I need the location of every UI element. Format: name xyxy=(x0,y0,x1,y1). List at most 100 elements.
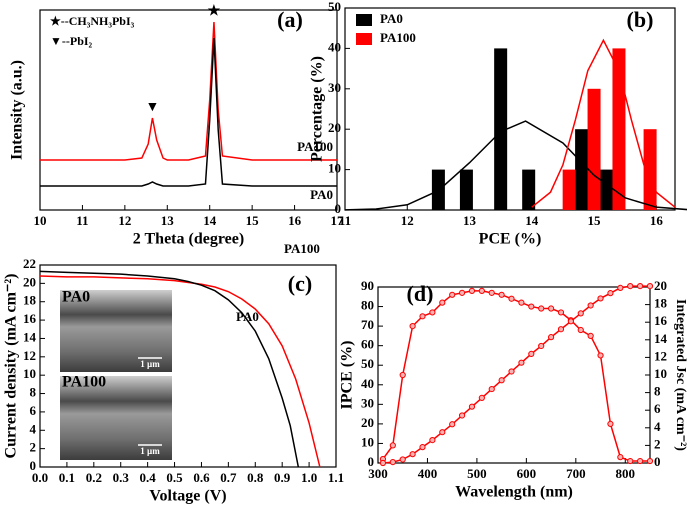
plot-frame xyxy=(39,9,338,211)
y-tick-label: 12 xyxy=(23,348,36,363)
fit-curve xyxy=(531,38,676,208)
data-point xyxy=(508,295,515,302)
x-tick-label: 10 xyxy=(34,213,47,228)
data-point xyxy=(468,287,476,295)
y-tick-label: 4 xyxy=(30,421,37,436)
data-point xyxy=(449,291,456,298)
series-label: PA100 xyxy=(297,139,333,154)
series-label: PA100 xyxy=(284,241,320,256)
data-point xyxy=(458,412,466,419)
x-tick-label: 1.1 xyxy=(328,470,344,485)
panel-label: (b) xyxy=(627,7,654,32)
x-tick-label: 300 xyxy=(368,466,388,481)
y-tick-label: 50 xyxy=(328,0,341,14)
data-point xyxy=(587,302,594,309)
x-axis-label: Wavelength (nm) xyxy=(455,484,573,501)
x-tick-label: 17 xyxy=(331,213,345,228)
plot-frame xyxy=(344,7,676,211)
annotation: ▼--PbI₂ xyxy=(50,34,93,48)
y-axis-label: Intensity (a.u.) xyxy=(9,60,26,160)
y-tick-label: 2 xyxy=(30,440,37,455)
scale-label: 1 µm xyxy=(140,359,160,369)
data-point xyxy=(646,283,654,290)
inset-label: PA0 xyxy=(62,289,90,306)
data-point xyxy=(617,284,624,291)
data-point xyxy=(508,368,515,375)
x-axis-label: Voltage (V) xyxy=(149,488,226,505)
data-point xyxy=(478,287,485,295)
data-point xyxy=(627,457,634,465)
data-point xyxy=(379,459,387,467)
panel-label: (d) xyxy=(407,281,434,306)
y2-tick-label: 12 xyxy=(654,348,667,363)
data-point xyxy=(429,309,436,316)
data-point xyxy=(528,350,535,357)
sem-image xyxy=(60,376,172,460)
y-tick-label: 20 xyxy=(23,274,36,289)
y-tick-label: 30 xyxy=(328,80,341,95)
x-tick-label: 13 xyxy=(161,213,175,228)
y-axis-label: Percentage (%) xyxy=(309,56,326,162)
data-point xyxy=(538,342,545,350)
y-tick-label: 0 xyxy=(335,201,342,216)
y2-axis-label: Integrated Jsc (mA cm⁻²) xyxy=(673,299,687,451)
data-line xyxy=(382,285,650,464)
x-tick-label: 0.6 xyxy=(193,470,210,485)
x-tick-label: 0.0 xyxy=(32,470,48,485)
data-line xyxy=(39,275,321,468)
y2-tick-label: 18 xyxy=(654,296,668,311)
data-point xyxy=(458,289,466,296)
x-axis-label: PCE (%) xyxy=(479,231,542,248)
series-label: PA0 xyxy=(236,309,259,324)
y2-tick-label: 14 xyxy=(654,331,668,346)
y-axis-label: Current density (mA cm⁻²) xyxy=(3,274,20,459)
data-point xyxy=(577,310,584,317)
y-tick-label: 50 xyxy=(361,356,374,371)
bar xyxy=(522,169,536,210)
data-point xyxy=(498,377,505,384)
y-tick-label: 60 xyxy=(361,337,374,352)
x-tick-label: 700 xyxy=(566,466,586,481)
data-point xyxy=(617,454,624,461)
data-point xyxy=(577,326,584,334)
data-point xyxy=(439,299,446,306)
series-label: PA0 xyxy=(310,187,333,202)
data-point xyxy=(607,420,614,427)
data-point xyxy=(488,289,495,296)
x-tick-label: 12 xyxy=(401,213,414,228)
data-point xyxy=(627,283,634,290)
x-tick-label: 800 xyxy=(616,466,636,481)
y-tick-label: 30 xyxy=(361,395,374,410)
y-tick-label: 18 xyxy=(23,293,37,308)
y-tick-label: 40 xyxy=(361,376,374,391)
data-line xyxy=(39,270,300,468)
x-tick-label: 1.0 xyxy=(301,470,317,485)
y2-tick-label: 20 xyxy=(654,278,667,293)
y-tick-label: 10 xyxy=(361,434,374,449)
data-point xyxy=(528,303,535,310)
sem-inset: PA0 1 µm PA100 1 µm xyxy=(60,289,172,460)
data-point xyxy=(409,451,416,458)
y2-tick-label: 2 xyxy=(654,436,661,451)
x-tick-label: 0.2 xyxy=(86,470,102,485)
y-tick-label: 40 xyxy=(328,39,341,54)
y-tick-label: 20 xyxy=(328,120,341,135)
x-tick-label: 14 xyxy=(525,213,539,228)
fit-curve xyxy=(344,120,687,211)
data-point xyxy=(547,305,555,312)
y-tick-label: 0 xyxy=(30,458,37,473)
data-point xyxy=(587,332,594,339)
x-tick-label: 13 xyxy=(463,213,477,228)
peak-marker: ▼ xyxy=(146,100,160,115)
inset-label: PA100 xyxy=(62,374,106,391)
plot-frame xyxy=(39,264,337,468)
panel-label: (c) xyxy=(288,271,312,296)
y-tick-label: 6 xyxy=(30,403,37,418)
x-tick-label: 0.7 xyxy=(220,470,237,485)
data-point xyxy=(607,290,614,297)
data-point xyxy=(409,323,416,330)
x-tick-label: 12 xyxy=(118,213,131,228)
y-tick-label: 10 xyxy=(23,366,36,381)
y2-tick-label: 6 xyxy=(654,401,661,416)
data-point xyxy=(637,457,644,465)
